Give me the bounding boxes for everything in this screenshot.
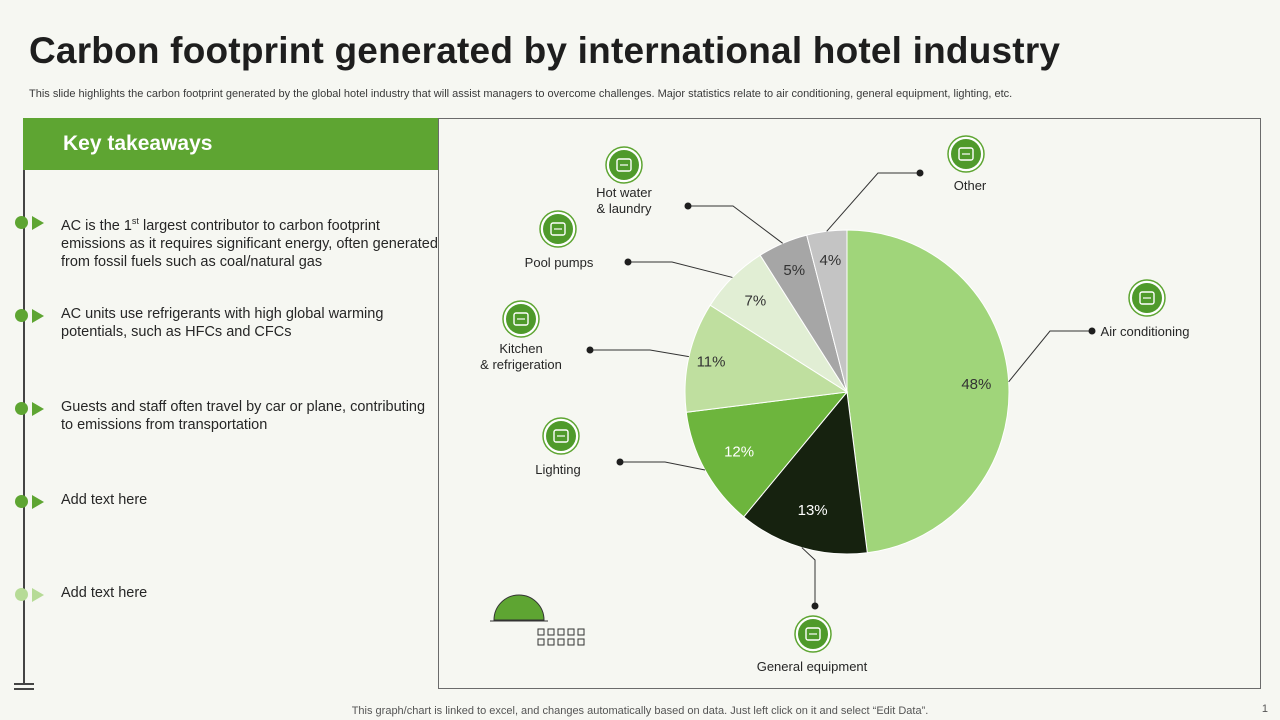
bullet-dot-icon [15, 309, 28, 322]
leaf-gear-icon [947, 135, 985, 173]
leader-dot [624, 258, 632, 266]
slice-category-label: Lighting [535, 462, 581, 477]
page-subtitle: This slide highlights the carbon footpri… [29, 88, 1013, 100]
leader-line [1008, 330, 1092, 383]
slice-value-label: 48% [961, 376, 991, 393]
key-takeaways-header: Key takeaways [23, 118, 438, 170]
bullet-dot-icon [15, 402, 28, 415]
bullet-arrow-icon [32, 588, 44, 602]
pool-pump-icon [539, 210, 577, 248]
monitor-icon [794, 615, 832, 653]
light-bulb-icon [542, 417, 580, 455]
slice-value-label: 7% [745, 292, 767, 309]
timeline-end-mark [14, 688, 34, 690]
bullet-arrow-icon [32, 216, 44, 230]
leader-line [620, 461, 706, 471]
slice-value-label: 13% [798, 502, 828, 519]
pie-slice [684, 304, 849, 413]
pie-slice [743, 390, 868, 555]
key-takeaways-panel: Key takeaways AC is the 1st largest cont… [14, 118, 438, 690]
decorative-half-circle-icon [490, 594, 548, 622]
leader-line [628, 261, 733, 278]
bullet-dot-icon [15, 495, 28, 508]
air-conditioner-icon [1128, 279, 1166, 317]
leader-dot [811, 602, 819, 610]
leader-line [801, 547, 816, 606]
timeline-end-mark [14, 683, 34, 685]
footer-note: This graph/chart is linked to excel, and… [351, 705, 929, 717]
refrigerator-icon [502, 300, 540, 338]
takeaway-text: Add text here [61, 585, 148, 601]
leader-dot [616, 458, 624, 466]
slice-category-label: Kitchen & refrigeration [480, 341, 562, 372]
bullet-arrow-icon [32, 309, 44, 323]
leader-line [826, 172, 920, 232]
slice-category-label: Pool pumps [525, 255, 594, 270]
timeline-line [23, 170, 25, 685]
page-title: Carbon footprint generated by internatio… [29, 30, 1061, 71]
pie-slice [806, 229, 848, 393]
takeaway-text: AC units use refrigerants with high glob… [61, 306, 384, 340]
decorative-dot-grid-icon [537, 628, 585, 646]
leader-line [590, 349, 689, 358]
leader-dot [684, 202, 692, 210]
bullet-arrow-icon [32, 402, 44, 416]
water-heater-icon [605, 146, 643, 184]
leader-line [688, 205, 783, 244]
slice-value-label: 4% [820, 252, 842, 269]
slice-category-label: General equipment [757, 659, 868, 674]
bullet-dot-icon [15, 216, 28, 229]
slice-category-label: Other [954, 178, 987, 193]
bullet-arrow-icon [32, 495, 44, 509]
takeaway-text: AC is the 1st largest contributor to car… [61, 216, 438, 270]
pie-slice [846, 229, 1010, 554]
page-number: 1 [1261, 703, 1268, 715]
bullet-dot-icon [15, 588, 28, 601]
leader-dot [586, 346, 594, 354]
slice-category-label: Hot water & laundry [596, 185, 652, 216]
takeaway-text: Add text here [61, 492, 148, 508]
takeaway-text: Guests and staff often travel by car or … [61, 399, 426, 433]
leader-dot [916, 169, 924, 177]
slice-value-label: 11% [697, 354, 726, 371]
slice-category-label: Air conditioning [1101, 324, 1190, 339]
slice-value-label: 12% [724, 443, 754, 460]
leader-dot [1088, 327, 1096, 335]
slice-value-label: 5% [783, 262, 805, 279]
